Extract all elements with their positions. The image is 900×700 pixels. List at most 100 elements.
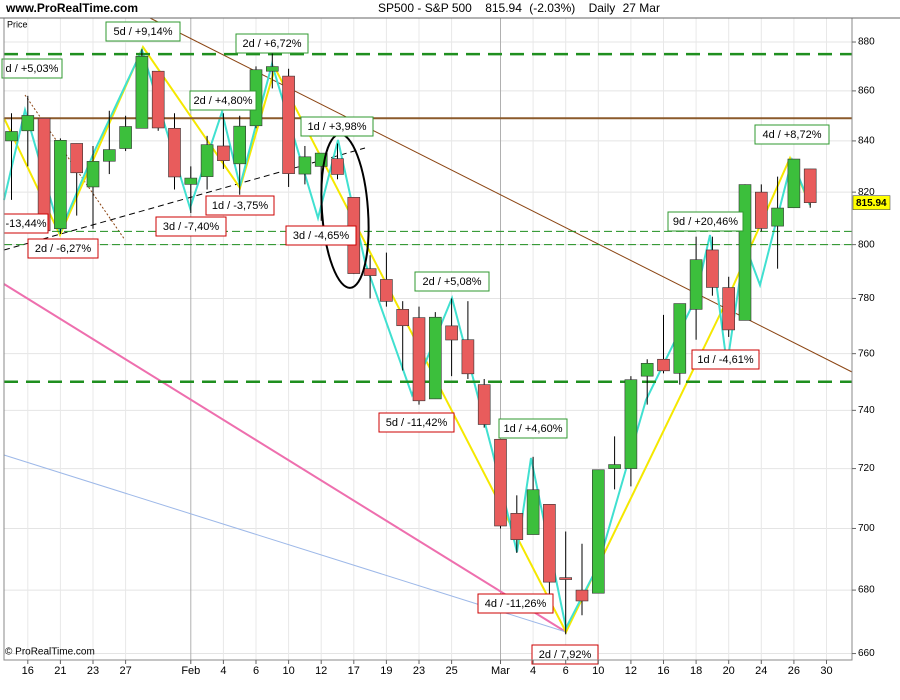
- candle-body: [706, 249, 719, 288]
- candle-body: [526, 489, 540, 535]
- candle-body: [184, 177, 198, 185]
- candle-body: [608, 464, 621, 469]
- candle-body: [738, 184, 752, 321]
- annotation-box: [667, 211, 744, 232]
- candles: [5, 49, 817, 635]
- candle-body: [428, 316, 442, 400]
- candle-body: [86, 161, 100, 188]
- annotation-label: 2d / +6,72%: [242, 38, 301, 50]
- candle-body: [543, 504, 556, 583]
- candle-body: [640, 363, 654, 377]
- annotation-label: 2d / +4,80%: [193, 95, 252, 107]
- x-tick-label: 24: [755, 665, 767, 677]
- x-tick-label: 18: [690, 665, 702, 677]
- candle-body: [5, 131, 18, 142]
- candle-body: [461, 339, 475, 375]
- candle-body: [363, 268, 377, 276]
- y-tick-label: 820: [858, 187, 875, 198]
- x-tick-label: 4: [530, 665, 536, 677]
- candle-body: [135, 56, 149, 129]
- candle-body: [412, 317, 426, 402]
- x-tick-label: 21: [54, 665, 66, 677]
- x-tick-label: 12: [315, 665, 327, 677]
- x-tick-label: 23: [413, 665, 425, 677]
- candle-body: [298, 156, 312, 175]
- annotation-label: 4d / +8,72%: [762, 129, 821, 141]
- annotation-label: 3d / -7,40%: [163, 221, 219, 233]
- last-price-label: 815.94: [856, 198, 887, 209]
- y-tick-label: 800: [858, 239, 875, 250]
- x-tick-label: 26: [788, 665, 800, 677]
- candle-body: [787, 158, 801, 209]
- candle-body: [477, 384, 491, 425]
- annotation-box: [155, 216, 227, 237]
- last-price: 815.94: [485, 1, 522, 15]
- annotation-label: -13,44%: [6, 218, 47, 230]
- candle-body: [445, 325, 458, 341]
- site-name: www.ProRealTime.com: [5, 1, 138, 15]
- annotation-label: 1d / +4,60%: [503, 423, 562, 435]
- x-tick-label: 25: [445, 665, 457, 677]
- candle-body: [265, 66, 279, 72]
- annotation-box: [300, 116, 374, 137]
- candle-body: [722, 287, 736, 331]
- candle-body: [119, 126, 132, 149]
- annotation-label: 1d / +3,98%: [307, 121, 366, 133]
- annotation-label: 1d / -3,75%: [212, 200, 268, 212]
- x-tick-label: 27: [119, 665, 131, 677]
- grid: [4, 18, 852, 660]
- last-price-tag: [852, 195, 891, 210]
- candle-body: [233, 125, 246, 165]
- x-tick-label: Feb: [181, 665, 200, 677]
- candle-body: [689, 259, 703, 310]
- candle-body: [70, 143, 83, 174]
- x-tick-label: 10: [282, 665, 294, 677]
- candle-body: [168, 127, 181, 178]
- date: 27 Mar: [623, 1, 660, 15]
- annotation-box: [378, 412, 455, 433]
- annotation-label: 2d / 7,92%: [539, 649, 592, 661]
- candle-body: [754, 191, 768, 229]
- x-tick-label: 6: [563, 665, 569, 677]
- annotation-box: [477, 593, 554, 614]
- annotation-box: [414, 271, 490, 292]
- period: Daily: [589, 1, 616, 15]
- x-tick-label: 20: [723, 665, 735, 677]
- x-tick-label: Mar: [491, 665, 510, 677]
- trend-line: [3, 283, 567, 633]
- y-tick-label: 780: [858, 293, 875, 304]
- trend-line: [3, 454, 567, 633]
- candle-body: [151, 70, 165, 129]
- candle-body: [331, 158, 344, 175]
- panel-label: Price: [7, 19, 28, 29]
- annotation-box: [235, 33, 309, 54]
- candle-body: [591, 469, 605, 594]
- y-tick-label: 660: [858, 648, 875, 659]
- annotation-label: 1d / -4,61%: [697, 354, 753, 366]
- candle-body: [559, 577, 573, 580]
- y-tick-label: 880: [858, 37, 875, 48]
- candle-body: [217, 145, 230, 161]
- annotation-label: 4d / -11,26%: [485, 598, 547, 610]
- y-tick-label: 700: [858, 523, 875, 534]
- y-tick-label: 740: [858, 405, 875, 416]
- annotation-label: 2d / -6,27%: [35, 243, 91, 255]
- candle-body: [575, 589, 589, 602]
- y-tick-label: 840: [858, 136, 875, 147]
- x-tick-label: 6: [253, 665, 259, 677]
- annotation-label: 5d / -11,42%: [386, 417, 448, 429]
- symbol: SP500 - S&P 500: [378, 1, 472, 15]
- annotation-box: [1, 58, 63, 79]
- candle-body: [200, 144, 214, 177]
- annotation-label: 3d / -4,65%: [293, 230, 349, 242]
- annotations: d / +5,03% 5d / +9,14% 2d / +6,72% 2d / +4,…: [1, 21, 830, 665]
- candle-body: [380, 279, 393, 302]
- x-tick-label: 16: [657, 665, 669, 677]
- candle-body: [657, 358, 670, 372]
- candle-body: [510, 513, 524, 540]
- candle-body: [282, 75, 295, 174]
- candle-body: [21, 115, 35, 132]
- y-tick-label: 720: [858, 463, 875, 474]
- annotation-box: [205, 195, 275, 216]
